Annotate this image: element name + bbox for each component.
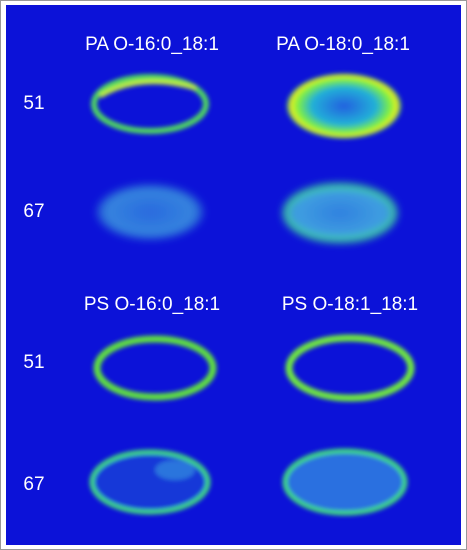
- row-label: 51: [23, 93, 44, 114]
- image: [89, 449, 211, 515]
- row-label: 51: [23, 352, 44, 373]
- image: [285, 334, 415, 402]
- image: [286, 73, 402, 139]
- image: [91, 74, 209, 134]
- image: [282, 448, 408, 516]
- image: [93, 335, 217, 401]
- column-title: PS O-16:0_18:1: [84, 294, 220, 315]
- column-title: PS O-18:1_18:1: [282, 294, 418, 315]
- column-title: PA O-16:0_18:1: [85, 34, 219, 55]
- row-label: 67: [23, 201, 44, 222]
- image: [282, 183, 398, 243]
- row-label: 67: [23, 474, 44, 495]
- column-title: PA O-18:0_18:1: [276, 34, 410, 55]
- image: [96, 184, 204, 240]
